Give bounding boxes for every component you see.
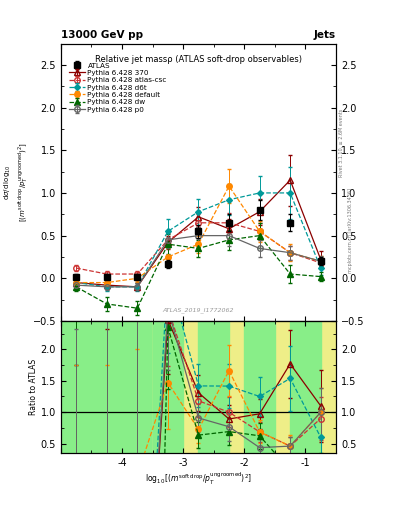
Bar — [152, 321, 183, 453]
Legend: ATLAS, Pythia 6.428 370, Pythia 6.428 atlas-csc, Pythia 6.428 d6t, Pythia 6.428 : ATLAS, Pythia 6.428 370, Pythia 6.428 at… — [67, 61, 168, 114]
Text: Jets: Jets — [314, 30, 336, 40]
Bar — [152, 321, 336, 453]
Bar — [290, 321, 321, 453]
X-axis label: $\log_{10}[(m^{\mathrm{soft\,drop}}/p_T^{\mathrm{ungroomed}})^2]$: $\log_{10}[(m^{\mathrm{soft\,drop}}/p_T^… — [145, 471, 252, 487]
Y-axis label: $(1/\sigma_\mathrm{resum})$
$\mathrm{d}\sigma/\mathrm{d}\,\log_{10}$
$[(m^{\math: $(1/\sigma_\mathrm{resum})$ $\mathrm{d}\… — [0, 142, 30, 222]
Bar — [244, 321, 275, 453]
Text: mcplots.cern.ch [arXiv:1306.3436]: mcplots.cern.ch [arXiv:1306.3436] — [348, 188, 353, 273]
Text: 13000 GeV pp: 13000 GeV pp — [61, 30, 143, 40]
Y-axis label: Ratio to ATLAS: Ratio to ATLAS — [29, 359, 38, 415]
Text: Relative jet massρ (ATLAS soft-drop observables): Relative jet massρ (ATLAS soft-drop obse… — [95, 55, 302, 63]
Bar — [61, 321, 152, 453]
Bar — [198, 321, 229, 453]
Text: Rivet 3.1.10, ≥ 2.6M events: Rivet 3.1.10, ≥ 2.6M events — [339, 109, 344, 178]
Text: ATLAS_2019_I1772062: ATLAS_2019_I1772062 — [163, 307, 234, 313]
